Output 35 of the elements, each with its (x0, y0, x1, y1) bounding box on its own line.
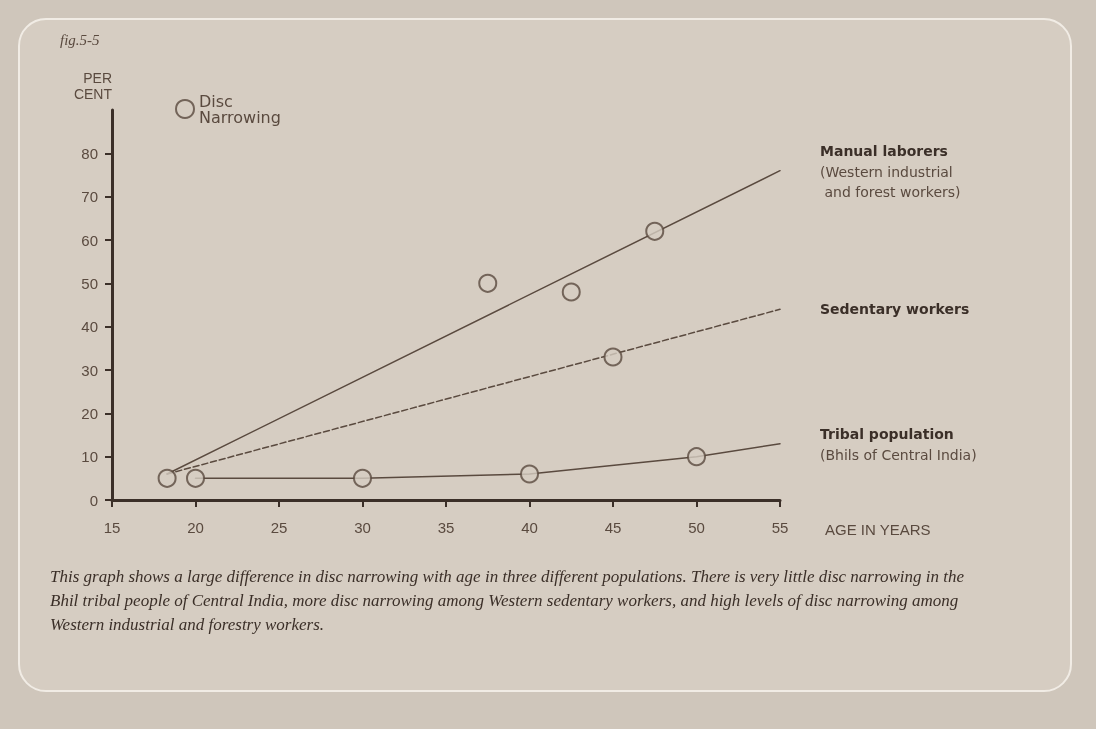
point (478, 273, 498, 293)
y-axis-title: PER CENT (73, 70, 113, 102)
chart-title: fig.5-5 (60, 32, 100, 49)
y-tick-label: 30 (81, 361, 98, 379)
x-tick-label: 20 (187, 519, 204, 536)
y-tick-label: 70 (81, 188, 98, 206)
point (603, 347, 623, 367)
point (561, 282, 581, 302)
x-tick-label: 25 (270, 519, 288, 536)
point (186, 468, 205, 488)
text: Manual laborers (Western industrial and forest workers) (820, 142, 961, 200)
x-tick-label: 40 (521, 519, 538, 536)
x-axis-title: AGE IN YEARS (825, 521, 931, 538)
legend-label: Disc Narrowing (199, 91, 281, 127)
x-tick-label: 35 (437, 519, 455, 536)
y-tick-label: 20 (81, 404, 98, 422)
y-tick-label: 10 (81, 448, 98, 466)
y-tick-label: 0 (89, 491, 98, 509)
y-tick-label: 80 (81, 144, 98, 162)
y-tick-label: 50 (81, 274, 98, 292)
y-tick-label: 60 (81, 231, 98, 249)
x-tick-label: 50 (688, 519, 705, 536)
point (645, 221, 665, 241)
x-tick-label: 15 (103, 519, 121, 536)
point (157, 468, 177, 488)
text: This graph shows a large difference in disc narrowing with age in three different populations. There is very little disc narrowing in the Bhil tribal people of Central India, more disc narrowing among Western sedentary workers, and high levels of disc narrowing among Western industrial and forestry workers. (50, 566, 965, 636)
y-tick-label: 40 (81, 318, 98, 336)
x-tick-label: 45 (604, 519, 622, 536)
point (353, 468, 372, 488)
x-tick-label: 30 (354, 519, 371, 536)
text: Tribal population (Bhils of Central India) (820, 425, 977, 463)
text: Sedentary workers (820, 301, 970, 318)
x-tick-label: 55 (771, 519, 789, 536)
point (687, 447, 706, 467)
point (520, 464, 539, 484)
